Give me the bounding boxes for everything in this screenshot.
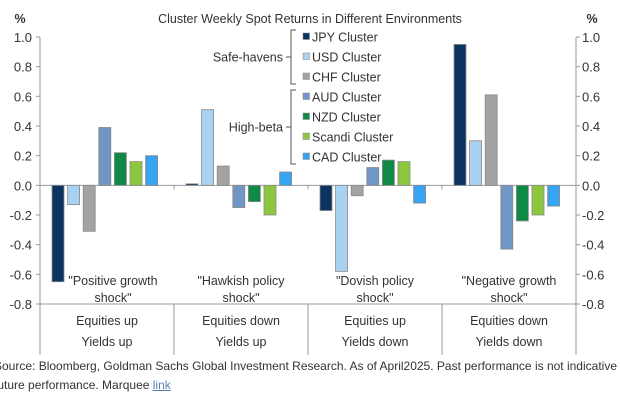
bar-chf-cluster [484,94,498,186]
scenario-annotation: "Positive growth [68,274,157,288]
bar-aud-cluster [232,184,246,208]
scenario-annotation: "Hawkish policy [197,274,285,288]
legend-bracket [286,29,296,85]
bar-jpy-cluster [185,183,199,186]
y-tick-label-right: -0.4 [582,238,604,253]
legend-swatch [302,52,310,60]
legend-swatch [302,92,310,100]
bar-nzd-cluster [516,184,529,222]
category-label-yields: Yields up [216,335,267,349]
legend-group-label: Safe-havens [213,51,283,65]
bar-nzd-cluster [114,152,127,186]
category-label-yields: Yields down [342,335,409,349]
category-label-equities: Equities up [76,314,138,328]
y-axis-label-right: % [586,12,597,26]
bar-usd-cluster [469,140,483,186]
category-label-yields: Yields up [82,335,133,349]
bar-scandi-cluster [397,161,411,186]
category-label-equities: Equities down [202,314,280,328]
bar-chf-cluster [82,184,96,232]
y-tick-label-right: 0.0 [582,178,600,193]
legend-swatch [302,72,310,80]
y-tick-label-right: -0.8 [582,297,604,312]
category-label-equities: Equities up [344,314,406,328]
bar-aud-cluster [366,167,380,186]
bar-chf-cluster [350,184,364,197]
legend-swatch [302,152,310,160]
bar-cad-cluster [547,184,560,207]
y-tick-label-left: 0.6 [14,89,32,104]
y-tick-label-left: 0.8 [14,60,32,75]
source-note-line2: future performance. Marquee link [0,378,171,392]
scenario-annotation: "Dovish policy [336,274,415,288]
bar-cad-cluster [145,155,159,186]
scenario-annotation: shock" [222,291,259,305]
chart-title: Cluster Weekly Spot Returns in Different… [158,12,462,26]
marquee-link[interactable]: link [152,378,171,392]
legend-label: AUD Cluster [312,91,381,105]
bar-aud-cluster [500,184,514,250]
scenario-annotation: shock" [490,291,527,305]
y-tick-label-left: -0.6 [10,267,32,282]
bar-nzd-cluster [247,184,261,203]
y-tick-label-right: 0.8 [582,60,600,75]
y-tick-label-right: 1.0 [582,30,600,45]
bar-jpy-cluster [319,184,333,211]
category-label-yields: Yields down [476,335,543,349]
bar-jpy-cluster [51,184,65,283]
y-tick-label-right: 0.6 [582,89,600,104]
bar-chf-cluster [216,165,230,186]
bar-nzd-cluster [381,159,395,186]
legend-swatch [302,132,310,140]
y-tick-label-right: 0.2 [582,149,600,164]
y-tick-label-left: 1.0 [14,30,32,45]
legend-label: CHF Cluster [312,71,381,85]
legend-label: NZD Cluster [312,111,381,125]
y-tick-label-left: -0.4 [10,238,32,253]
bar-aud-cluster [98,127,112,186]
legend-label: JPY Cluster [312,31,378,45]
y-tick-label-right: 0.4 [582,119,600,134]
source-text: future performance. Marquee [0,378,153,392]
y-tick-label-right: -0.2 [582,208,604,223]
legend-swatch [302,32,310,40]
bar-usd-cluster [335,184,349,272]
bar-scandi-cluster [531,184,545,216]
y-axis-label-left: % [14,12,25,26]
scenario-annotation: "Negative growth [462,274,557,288]
y-tick-label-left: 0.2 [14,149,32,164]
legend-swatch [302,112,310,120]
scenario-annotation: shock" [94,291,131,305]
bar-usd-cluster [67,184,80,206]
source-note: Source: Bloomberg, Goldman Sachs Global … [0,359,620,373]
bar-jpy-cluster [453,44,467,186]
y-tick-label-left: -0.2 [10,208,32,223]
scenario-annotation: shock" [356,291,393,305]
y-tick-label-left: 0.4 [14,119,32,134]
bar-scandi-cluster [263,184,277,216]
legend-label: USD Cluster [312,51,381,65]
bar-cad-cluster [413,184,427,204]
y-tick-label-right: -0.6 [582,267,604,282]
legend-bracket [286,89,296,165]
legend-group-label: High-beta [229,121,283,135]
bar-cad-cluster [279,171,293,186]
category-label-equities: Equities down [470,314,548,328]
legend-label: Scandi Cluster [312,131,393,145]
bar-scandi-cluster [129,161,143,186]
bar-usd-cluster [201,109,215,186]
y-tick-label-left: 0.0 [14,178,32,193]
y-tick-label-left: -0.8 [10,297,32,312]
legend-label: CAD Cluster [312,151,381,165]
